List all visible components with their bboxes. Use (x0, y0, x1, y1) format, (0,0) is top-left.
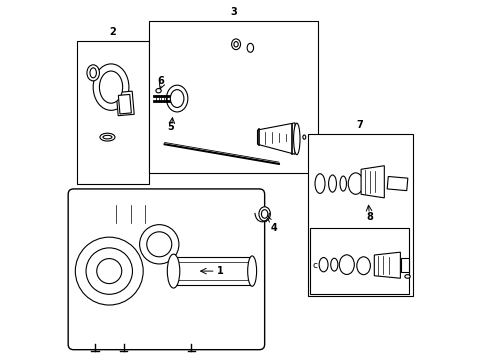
Ellipse shape (259, 207, 270, 221)
Ellipse shape (348, 173, 363, 194)
Text: 7: 7 (357, 120, 364, 130)
Bar (119, 94, 131, 114)
Ellipse shape (262, 210, 268, 218)
Ellipse shape (294, 123, 300, 155)
Polygon shape (258, 123, 295, 154)
Bar (116, 91, 134, 116)
Text: 2: 2 (109, 27, 116, 37)
Circle shape (97, 258, 122, 284)
Ellipse shape (99, 71, 122, 103)
Polygon shape (361, 166, 384, 198)
Ellipse shape (100, 133, 115, 141)
Text: 4: 4 (270, 223, 277, 233)
Ellipse shape (339, 255, 354, 274)
Ellipse shape (90, 68, 97, 78)
Ellipse shape (315, 174, 325, 193)
Bar (401, 257, 409, 272)
Circle shape (75, 237, 143, 305)
Ellipse shape (329, 175, 337, 192)
Bar (77, 41, 148, 184)
Ellipse shape (331, 258, 338, 271)
Text: c: c (313, 261, 318, 270)
Text: 8: 8 (366, 212, 373, 222)
Ellipse shape (303, 135, 306, 139)
Ellipse shape (171, 90, 184, 108)
FancyBboxPatch shape (68, 189, 265, 350)
Ellipse shape (103, 135, 112, 139)
Circle shape (147, 232, 172, 257)
Bar (148, 21, 318, 173)
Ellipse shape (357, 257, 370, 275)
Ellipse shape (340, 176, 346, 191)
Ellipse shape (319, 257, 328, 272)
Ellipse shape (167, 254, 180, 288)
Bar (310, 228, 409, 294)
Text: 6: 6 (158, 76, 165, 86)
Circle shape (140, 225, 179, 264)
Bar (308, 134, 413, 296)
Circle shape (86, 248, 132, 294)
Ellipse shape (234, 41, 238, 47)
Ellipse shape (247, 256, 257, 286)
Ellipse shape (87, 65, 99, 81)
Ellipse shape (366, 171, 378, 189)
Ellipse shape (232, 39, 241, 50)
Text: 1: 1 (217, 266, 223, 276)
Polygon shape (374, 252, 400, 278)
Ellipse shape (167, 85, 188, 112)
Ellipse shape (405, 275, 410, 278)
Bar (387, 176, 408, 191)
Text: 5: 5 (168, 122, 174, 132)
Ellipse shape (247, 43, 253, 52)
Text: 3: 3 (230, 7, 237, 17)
Ellipse shape (93, 64, 129, 111)
Ellipse shape (156, 89, 161, 93)
